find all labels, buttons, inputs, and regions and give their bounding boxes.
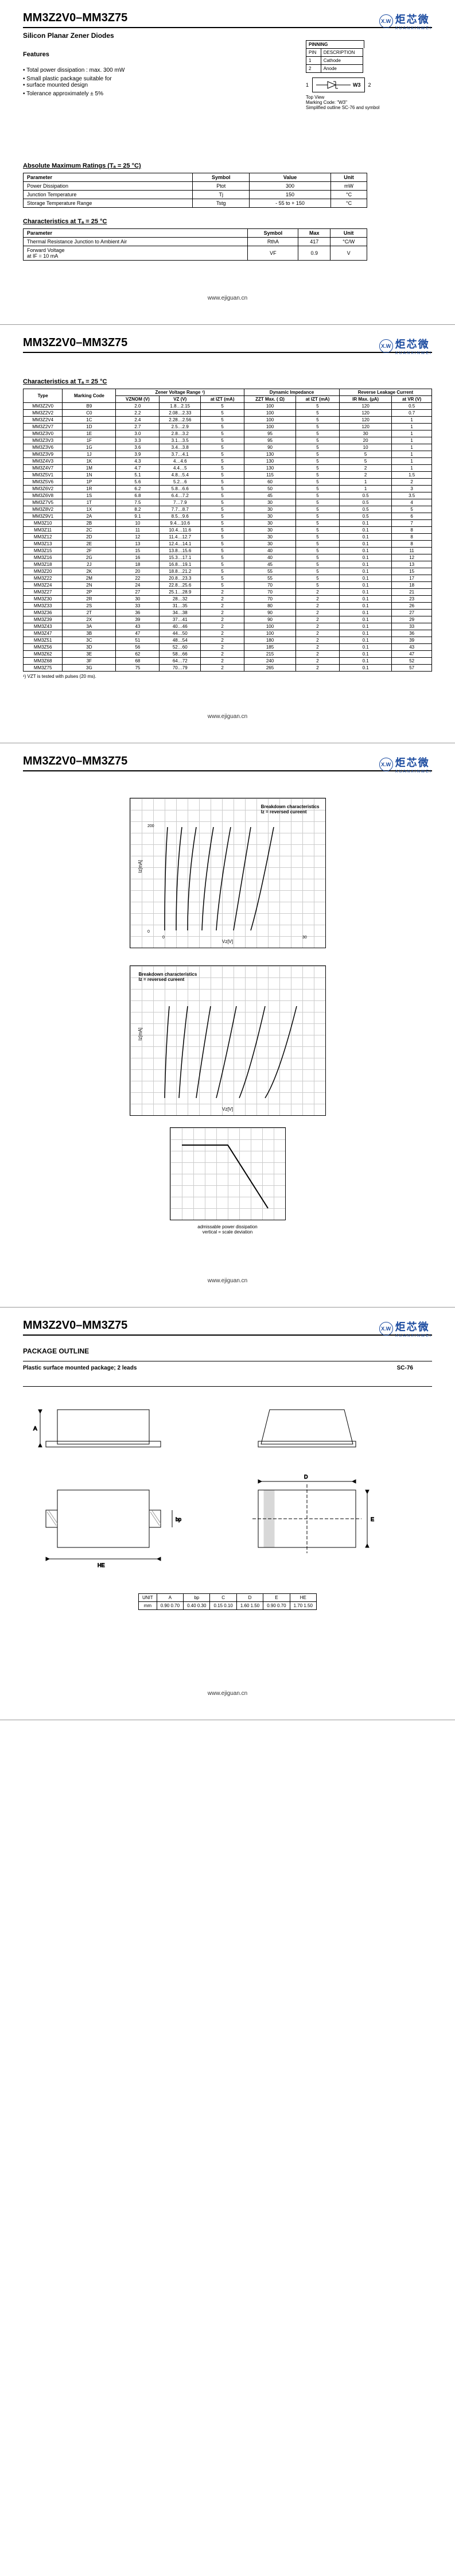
table-row: MM3Z4V71M4.74.4…55130521: [24, 465, 432, 472]
table-row: MM3Z3V61G3.63.4…3.85905101: [24, 444, 432, 451]
table-row: MM3Z222M2220.8…23.355550.117: [24, 575, 432, 582]
svg-text:A: A: [33, 1426, 37, 1432]
table-row: MM3Z3V31F3.33.1…3.55955201: [24, 437, 432, 444]
svg-text:30: 30: [302, 936, 307, 940]
pkg-sub: Plastic surface mounted package; 2 leads: [23, 1365, 137, 1371]
logo-cn: 炬芯微: [395, 11, 432, 26]
derating-icon: [170, 1128, 285, 1220]
svg-text:0: 0: [147, 930, 150, 934]
table-row: MM3Z162G1615.3…17.154050.112: [24, 554, 432, 561]
svg-text:E: E: [371, 1516, 374, 1522]
table-row: MM3Z753G7570…79226520.157: [24, 665, 432, 672]
table-row: MM3Z5V61P5.65.2…6560512: [24, 479, 432, 486]
brand-logo: X.W 炬芯微 XUANXINWEI: [379, 755, 432, 774]
table-row: MM3Z2V0B92.01.8…2.15510051200.5: [24, 403, 432, 410]
breakdown-chart-2: Breakdown characteristics Iz = reversed …: [130, 965, 326, 1116]
table-row: MM3Z563D5652…60218520.143: [24, 644, 432, 651]
svg-text:Iz[mA]: Iz[mA]: [138, 1027, 143, 1041]
page-2: X.W 炬芯微 XUANXINWEI MM3Z2V0–MM3Z75 Charac…: [0, 325, 455, 743]
table-row: MM3Z242N2422.8…25.657050.118: [24, 582, 432, 589]
brand-logo: X.W 炬芯微 XUANXINWEI: [379, 1319, 432, 1338]
table-row: MM3Z122D1211.4…12.753050.18: [24, 534, 432, 541]
logo-mark: X.W: [379, 14, 393, 28]
pkg-code: SC-76: [397, 1365, 413, 1371]
table-row: MM3Z332S3331…3528020.126: [24, 603, 432, 610]
svg-text:200: 200: [147, 824, 154, 828]
power-chart: admissable power dissipation vertical = …: [170, 1127, 286, 1220]
abs-heading: Absolute Maximum Ratings (Tₐ = 25 °C): [23, 162, 432, 169]
table-row: MM3Z433A4340…46210020.133: [24, 623, 432, 630]
table-row: MM3Z2V41C2.42.28…2.56510051201: [24, 417, 432, 424]
svg-text:D: D: [304, 1474, 308, 1480]
diode-symbol: 1 W3 2: [306, 77, 432, 92]
table-row: MM3Z152F1513.8…15.654050.111: [24, 548, 432, 554]
abs-table: ParameterSymbolValueUnit Power Dissipati…: [23, 173, 367, 208]
page-4: X.W 炬芯微 XUANXINWEI MM3Z2V0–MM3Z75 PACKAG…: [0, 1308, 455, 1720]
svg-text:HE: HE: [98, 1562, 105, 1568]
zener-icon: [316, 80, 351, 90]
pinning-table: PINDESCRIPTION 1Cathode 2Anode: [306, 48, 363, 73]
table-row: MM3Z2V2C02.22.08…2.33510051200.7: [24, 410, 432, 417]
svg-text:Vz[V]: Vz[V]: [222, 1107, 233, 1112]
table-row: MM3Z6V21R6.25.8…6.6550513: [24, 486, 432, 492]
table-row: MM3Z5V11N5.14.8…5.45115521.5: [24, 472, 432, 479]
page-1: X.W 炬芯微 XUANXINWEI MM3Z2V0–MM3Z75 Silico…: [0, 0, 455, 325]
footer-url: www.ejiguan.cn: [23, 295, 432, 301]
brand-logo: X.W 炬芯微 XUANXINWEI: [379, 11, 432, 30]
table-row: MM3Z6V81S6.86.4…7.254550.53.5: [24, 492, 432, 499]
table-row: MM3Z392X3937…4129020.129: [24, 616, 432, 623]
footer-url: www.ejiguan.cn: [23, 1690, 432, 1697]
svg-text:Iz[mA]: Iz[mA]: [138, 860, 143, 873]
table-row: MM3Z8V21X8.27.7…8.753050.55: [24, 506, 432, 513]
breakdown-chart-1: Breakdown characteristics Iz = reversed …: [130, 798, 326, 948]
table-row: MM3Z683F6864…72224020.152: [24, 658, 432, 665]
table-row: MM3Z202K2018.8…21.255550.115: [24, 568, 432, 575]
page-title: MM3Z2V0–MM3Z75: [23, 11, 432, 28]
footer-url: www.ejiguan.cn: [23, 713, 432, 720]
page-subtitle: Silicon Planar Zener Diodes: [23, 32, 432, 40]
curves-icon: Iz[mA] Vz[V]: [130, 966, 325, 1115]
table-row: MM3Z513C5148…54218020.139: [24, 637, 432, 644]
logo-py: XUANXINWEI: [395, 26, 432, 30]
table-row: MM3Z102B109.4…10.653050.17: [24, 520, 432, 527]
dimension-table: UNIT A bp C D E HE mm 0.90 0.70 0.40 0.3…: [138, 1593, 317, 1610]
table-row: MM3Z3V91J3.93.7…4.15130551: [24, 451, 432, 458]
table-row: MM3Z362T3634…3829020.127: [24, 610, 432, 616]
table-row: MM3Z623E6258…66221520.147: [24, 651, 432, 658]
svg-text:0: 0: [162, 936, 165, 940]
table-row: MM3Z2V71D2.72.5…2.9510051201: [24, 424, 432, 430]
table-row: MM3Z272P2725.1…28.927020.121: [24, 589, 432, 596]
char1-table: ParameterSymbolMaxUnit Thermal Resistanc…: [23, 228, 367, 261]
table-row: MM3Z132E1312.4…14.153050.18: [24, 541, 432, 548]
char1-heading: Characteristics at Tₐ = 25 °C: [23, 218, 432, 225]
page-3: X.W 炬芯微 XUANXINWEI MM3Z2V0–MM3Z75 Breakd…: [0, 743, 455, 1308]
table-footnote: ¹) VZT is tested with pulses (20 ms).: [23, 674, 432, 679]
table-row: MM3Z473B4744…50210020.136: [24, 630, 432, 637]
pkg-heading: PACKAGE OUTLINE: [23, 1347, 432, 1355]
table-row: MM3Z4V31K4.34…4.65130551: [24, 458, 432, 465]
package-outline-icon: A HE: [23, 1387, 413, 1588]
brand-logo: X.W 炬芯微 XUANXINWEI: [379, 336, 432, 355]
characteristics-table: Type Marking Code Zener Voltage Range ¹)…: [23, 389, 432, 672]
table-row: MM3Z182J1816.8…19.154550.113: [24, 561, 432, 568]
package-drawing: A HE: [23, 1387, 432, 1588]
pinning-box: PINNING PINDESCRIPTION 1Cathode 2Anode 1…: [306, 40, 432, 110]
page-title: MM3Z2V0–MM3Z75: [23, 755, 432, 771]
table-row: MM3Z7V51T7.57…7.953050.54: [24, 499, 432, 506]
page-title: MM3Z2V0–MM3Z75: [23, 336, 432, 353]
curves-icon: Iz[mA] Vz[V] 0 200 0 30: [130, 798, 325, 948]
table-row: MM3Z112C1110.4…11.653050.18: [24, 527, 432, 534]
table-row: MM3Z9V12A9.18.5…9.653050.56: [24, 513, 432, 520]
table-row: MM3Z302R3028…3227020.123: [24, 596, 432, 603]
svg-text:bp: bp: [176, 1516, 181, 1522]
char2-heading: Characteristics at Tₐ = 25 °C: [23, 378, 432, 385]
page-title: MM3Z2V0–MM3Z75: [23, 1319, 432, 1336]
table-row: MM3Z3V01E3.02.8…3.25955301: [24, 430, 432, 437]
footer-url: www.ejiguan.cn: [23, 1278, 432, 1284]
svg-text:Vz[V]: Vz[V]: [222, 939, 233, 944]
